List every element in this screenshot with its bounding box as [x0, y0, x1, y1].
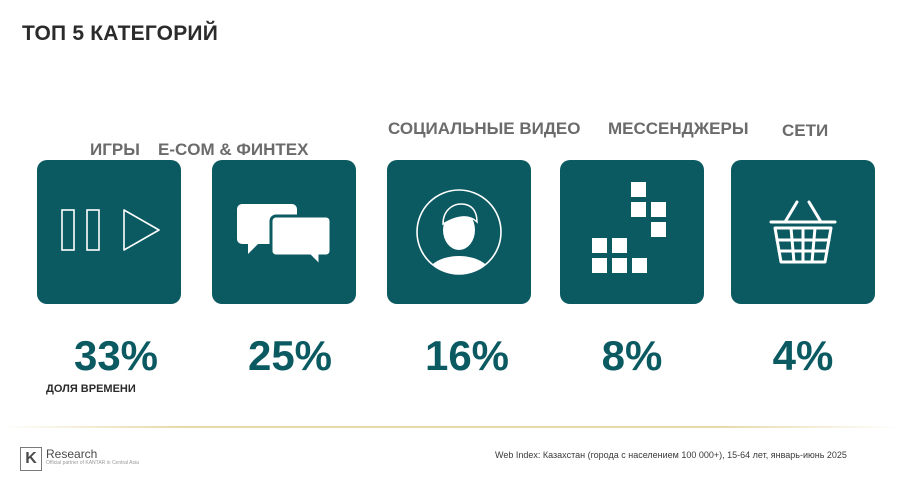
logo-subtitle: Official partner of KANTAR in Central As… — [46, 460, 139, 466]
footer-divider — [0, 426, 900, 428]
logo-letter: K — [20, 447, 42, 471]
basket-icon — [769, 200, 837, 264]
category-label-networks: СЕТИ — [782, 121, 829, 140]
category-label-games: ИГРЫ — [90, 140, 140, 159]
source-text: Казахстан (города с населением 100 000+)… — [542, 450, 847, 460]
chat-bubbles-icon — [237, 204, 333, 270]
play-icon — [61, 209, 160, 251]
person-icon — [416, 189, 502, 275]
blocks-icon — [592, 182, 666, 273]
source-lead: Web Index: — [495, 450, 541, 460]
percent-games: 33% — [73, 332, 159, 379]
category-label-social-video: СОЦИАЛЬНЫЕ ВИДЕО — [388, 119, 581, 138]
category-label-messengers: МЕССЕНДЖЕРЫ — [608, 119, 749, 138]
category-tile-networks[interactable] — [731, 160, 875, 304]
percent-messengers: 8% — [601, 332, 663, 379]
category-tile-ecom[interactable] — [212, 160, 356, 304]
logo-name: Research — [46, 447, 98, 461]
percent-ecom: 25% — [247, 332, 333, 379]
category-tile-social-video[interactable] — [387, 160, 531, 304]
percent-social-video: 16% — [424, 332, 510, 379]
percent-networks: 4% — [772, 332, 834, 379]
category-label-ecom: E-COM & ФИНТЕХ — [158, 140, 309, 159]
time-share-note: ДОЛЯ ВРЕМЕНИ — [46, 383, 136, 395]
category-tile-games[interactable] — [37, 160, 181, 304]
page-title: ТОП 5 КАТЕГОРИЙ — [22, 22, 219, 45]
category-tile-messengers[interactable] — [560, 160, 704, 304]
source-note: Web Index: Казахстан (города с население… — [495, 450, 847, 460]
